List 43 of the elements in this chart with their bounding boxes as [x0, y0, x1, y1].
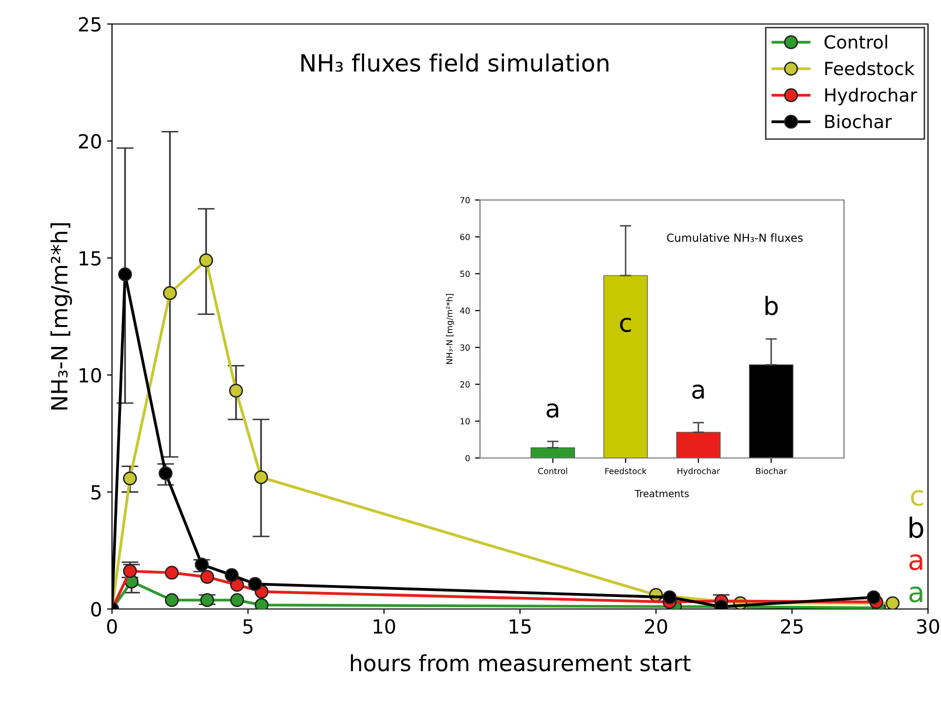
x-tick-label: Control [538, 468, 568, 474]
x-tick-label: 15 [510, 619, 531, 634]
x-tick-label: Feedstock [605, 468, 647, 474]
y-tick-label: 15 [80, 251, 101, 266]
legend-label: Feedstock [825, 61, 914, 76]
y-tick-label: 5 [91, 485, 101, 500]
y-tick-label: 20 [78, 134, 101, 149]
x-axis-title: hours from measurement start [350, 654, 691, 672]
x-tick-label: Biochar [756, 468, 787, 474]
annotation: c [620, 318, 631, 332]
y-tick-label: 25 [78, 16, 101, 32]
y-tick-label: 60 [460, 234, 470, 240]
legend-label: Biochar [825, 114, 892, 128]
y-tick-label: 0 [466, 454, 470, 462]
x-axis-title: Treatments [634, 490, 689, 498]
y-axis-title: NH₃-N [mg/m²*h] [446, 294, 454, 364]
text: NH₃ fluxes field simulation [301, 54, 608, 72]
y-tick-label: 70 [460, 196, 470, 204]
annotation: c [910, 490, 924, 506]
x-tick-label: 10 [374, 619, 396, 634]
text: Cumulative NH₃-N fluxes [667, 233, 803, 242]
y-tick-label: 40 [460, 308, 470, 314]
x-tick-label: Hydrochar [678, 468, 720, 476]
x-tick-label: 25 [781, 619, 803, 634]
x-tick-label: 5 [243, 619, 252, 634]
y-tick-label: 10 [460, 418, 470, 424]
legend-label: Control [824, 34, 888, 49]
annotation: a [909, 586, 922, 602]
annotation: a [909, 554, 922, 570]
y-tick-label: 20 [460, 381, 470, 388]
x-tick-label: 0 [107, 619, 117, 634]
y-tick-label: 10 [80, 368, 101, 383]
annotation: b [910, 516, 924, 538]
y-tick-label: 30 [460, 344, 470, 351]
annotation: a [546, 403, 558, 418]
annotation: b [766, 296, 778, 316]
y-axis-title: NH₃-N [mg/m²*h] [50, 223, 72, 410]
legend-label: Hydrochar [825, 88, 918, 106]
y-tick-label: 0 [91, 602, 101, 617]
y-tick-label: 50 [460, 270, 470, 277]
x-tick-label: 30 [917, 619, 940, 634]
x-tick-label: 20 [645, 619, 668, 634]
annotation: a [692, 384, 704, 399]
